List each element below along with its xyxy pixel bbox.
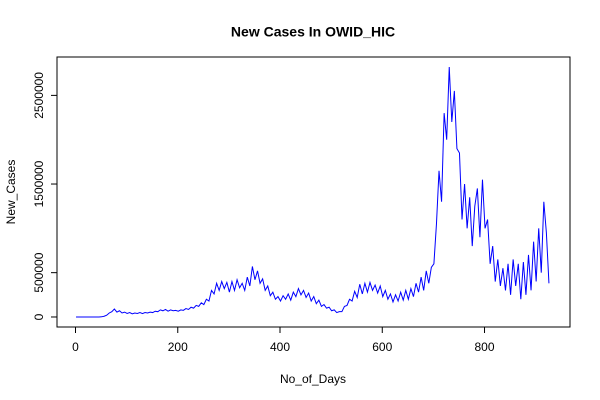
x-tick-label: 0 (72, 340, 79, 354)
x-tick-label: 400 (270, 340, 290, 354)
plot-box (56, 56, 571, 328)
chart-title: New Cases In OWID_HIC (231, 24, 395, 40)
y-axis-label: New_Cases (4, 160, 18, 225)
y-tick-label: 1500000 (32, 160, 46, 207)
x-tick-label: 800 (475, 340, 495, 354)
data-line (76, 66, 550, 318)
x-axis-label: No_of_Days (280, 372, 346, 386)
y-tick-label: 2500000 (32, 72, 46, 119)
x-tick-label: 200 (168, 340, 188, 354)
x-tick-label: 600 (372, 340, 392, 354)
y-tick-label: 500000 (32, 252, 46, 292)
y-tick-label: 0 (32, 313, 46, 320)
